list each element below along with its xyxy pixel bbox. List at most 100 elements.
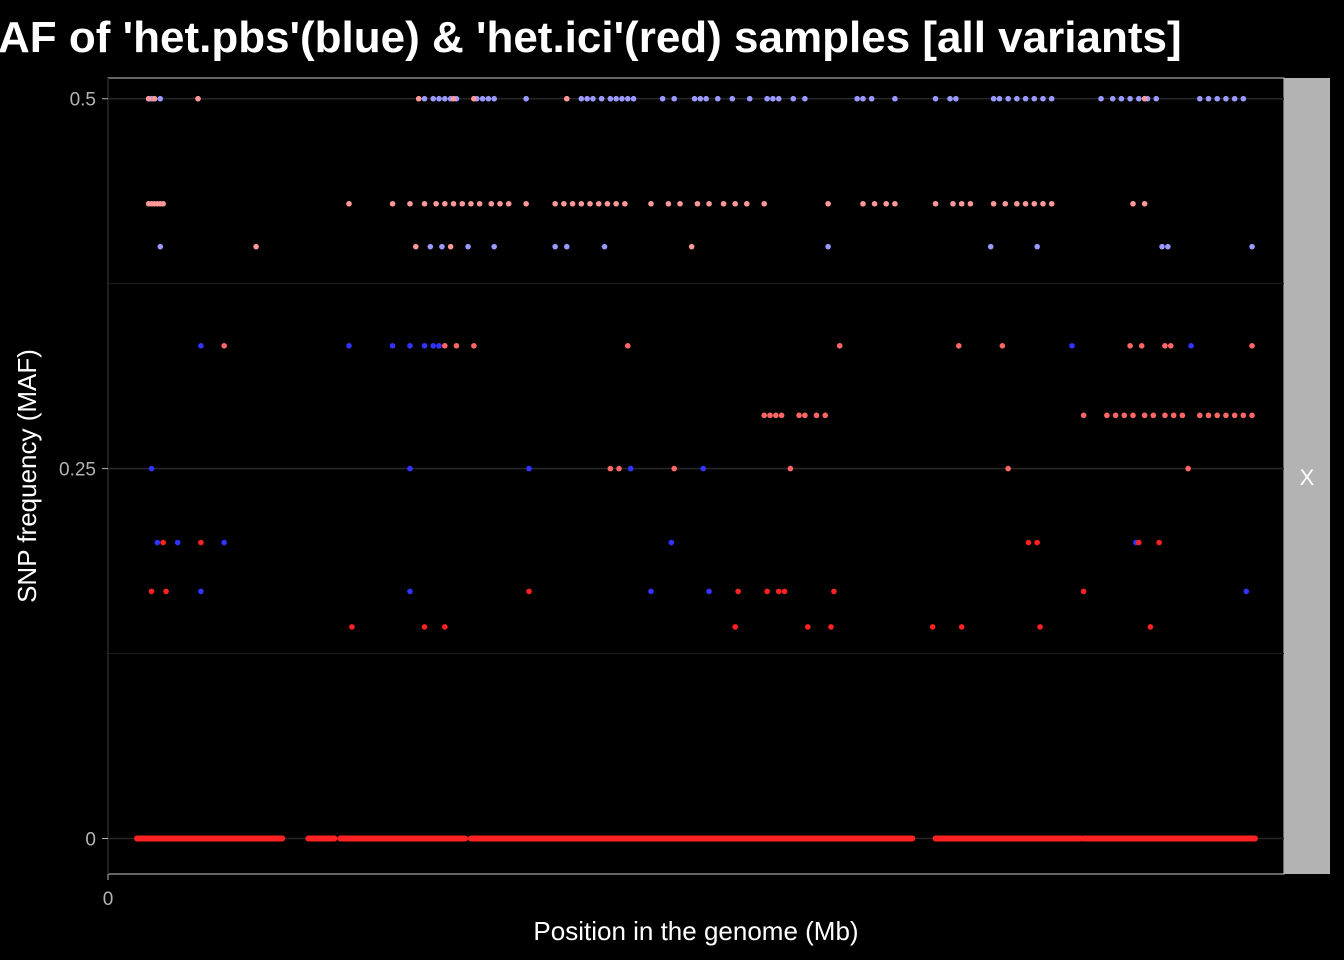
data-point-het-ici <box>1104 412 1110 419</box>
data-point-het-ici <box>775 588 782 595</box>
data-point-het-pbs <box>764 95 770 102</box>
data-point-het-pbs <box>174 539 181 546</box>
data-point-het-ici <box>160 200 166 207</box>
data-point-het-ici <box>523 200 529 207</box>
data-point-het-ici <box>1080 588 1087 595</box>
data-point-het-pbs <box>1188 342 1194 349</box>
data-point-het-pbs <box>953 95 959 102</box>
data-point-het-pbs <box>627 465 634 472</box>
data-point-het-pbs <box>1034 243 1040 250</box>
data-point-het-ici <box>1141 412 1148 419</box>
data-point-het-pbs <box>552 243 558 250</box>
data-point-het-ici <box>453 342 460 349</box>
data-point-het-pbs <box>825 243 831 250</box>
data-point-het-ici <box>871 200 878 207</box>
data-point-het-pbs <box>442 95 448 102</box>
data-point-het-ici <box>1136 539 1142 546</box>
data-point-het-pbs <box>1031 95 1038 102</box>
y-tick-label: 0.5 <box>70 90 96 111</box>
data-point-het-pbs <box>668 539 675 546</box>
data-point-het-pbs <box>157 243 164 250</box>
data-point-het-pbs <box>601 243 608 250</box>
data-point-het-ici <box>1130 412 1136 419</box>
data-point-het-pbs <box>407 342 413 349</box>
data-point-het-pbs <box>421 95 428 102</box>
data-point-het-ici <box>1205 412 1212 419</box>
data-point-het-ici <box>459 200 466 207</box>
data-point-het-ici <box>1141 95 1148 102</box>
data-point-het-pbs <box>868 95 875 102</box>
y-axis-ticks: 0 0.25 0.5 <box>59 90 108 850</box>
data-point-het-ici <box>802 412 808 419</box>
data-point-het-ici <box>720 200 727 207</box>
data-point-het-ici <box>1162 412 1168 419</box>
data-point-het-ici <box>613 200 619 207</box>
data-point-het-ici <box>688 243 695 250</box>
data-point-het-pbs <box>1022 95 1029 102</box>
data-point-het-ici <box>1170 412 1177 419</box>
data-point-het-pbs <box>526 465 532 472</box>
data-point-het-ici <box>732 624 738 630</box>
data-point-het-ici <box>447 243 454 250</box>
data-point-het-pbs <box>775 95 782 102</box>
data-point-het-pbs <box>790 95 797 102</box>
data-point-het-ici <box>148 588 155 595</box>
data-point-het-pbs <box>1109 95 1116 102</box>
data-point-het-ici <box>767 412 773 419</box>
data-point-het-ici <box>1002 200 1009 207</box>
data-point-het-pbs <box>1205 95 1212 102</box>
data-point-het-ici <box>1231 412 1238 419</box>
data-point-het-ici <box>578 200 585 207</box>
data-point-het-pbs <box>770 95 776 102</box>
data-point-het-pbs <box>1249 243 1255 250</box>
data-point-het-ici <box>1138 342 1145 349</box>
data-point-het-pbs <box>691 95 698 102</box>
data-point-het-ici <box>221 342 227 349</box>
data-point-het-pbs <box>729 95 736 102</box>
data-point-het-ici <box>648 200 654 207</box>
data-point-het-pbs <box>607 95 614 102</box>
data-point-het-pbs <box>802 95 808 102</box>
data-point-het-ici <box>198 539 204 546</box>
data-point-het-ici <box>1040 200 1046 207</box>
data-point-het-ici <box>958 200 965 207</box>
data-point-het-ici <box>1156 539 1162 546</box>
data-point-het-ici <box>471 342 477 349</box>
data-point-het-pbs <box>860 95 866 102</box>
data-point-het-ici <box>253 243 259 250</box>
data-point-het-ici <box>1121 412 1128 419</box>
data-point-het-ici <box>497 200 503 207</box>
data-point-het-pbs <box>598 95 605 102</box>
data-point-het-ici <box>1167 342 1174 349</box>
data-point-het-ici <box>349 624 355 630</box>
data-point-het-pbs <box>947 95 953 102</box>
data-point-het-pbs <box>157 95 164 102</box>
data-point-het-ici <box>450 200 457 207</box>
data-point-het-ici <box>950 200 956 207</box>
data-point-het-ici <box>450 95 457 102</box>
data-point-het-pbs <box>706 588 712 595</box>
data-point-het-ici <box>761 200 768 207</box>
data-point-het-pbs <box>1136 95 1142 102</box>
data-point-het-ici <box>624 342 631 349</box>
data-points <box>134 95 1258 842</box>
x-tick-label: 0 <box>103 889 114 910</box>
data-point-het-pbs <box>563 243 570 250</box>
data-point-het-pbs <box>1223 95 1229 102</box>
data-point-het-ici <box>476 200 483 207</box>
data-point-het-ici <box>346 200 352 207</box>
data-point-het-pbs <box>892 95 898 102</box>
data-point-het-pbs <box>996 95 1003 102</box>
data-point-het-pbs <box>1231 95 1238 102</box>
data-point-het-pbs <box>485 95 492 102</box>
data-point-het-ici <box>706 200 712 207</box>
data-point-het-ici <box>471 95 477 102</box>
data-point-het-pbs <box>1243 588 1250 595</box>
data-point-het-pbs <box>427 243 434 250</box>
data-point-het-pbs <box>1159 243 1165 250</box>
data-point-het-ici <box>822 412 829 419</box>
data-point-het-pbs <box>421 342 428 349</box>
data-point-het-ici <box>1223 412 1229 419</box>
data-point-het-ici <box>831 588 837 595</box>
